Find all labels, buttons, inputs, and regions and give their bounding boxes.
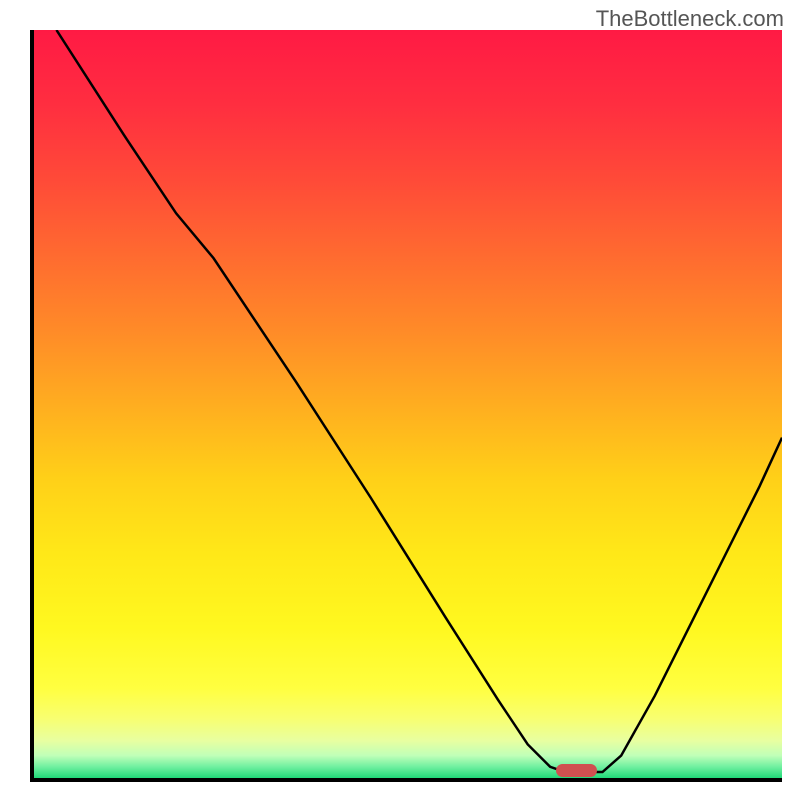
minimum-marker [556, 764, 597, 777]
watermark-text: TheBottleneck.com [596, 6, 784, 32]
chart-container: TheBottleneck.com [0, 0, 800, 800]
plot-area [30, 30, 782, 782]
curve-line [34, 30, 782, 778]
